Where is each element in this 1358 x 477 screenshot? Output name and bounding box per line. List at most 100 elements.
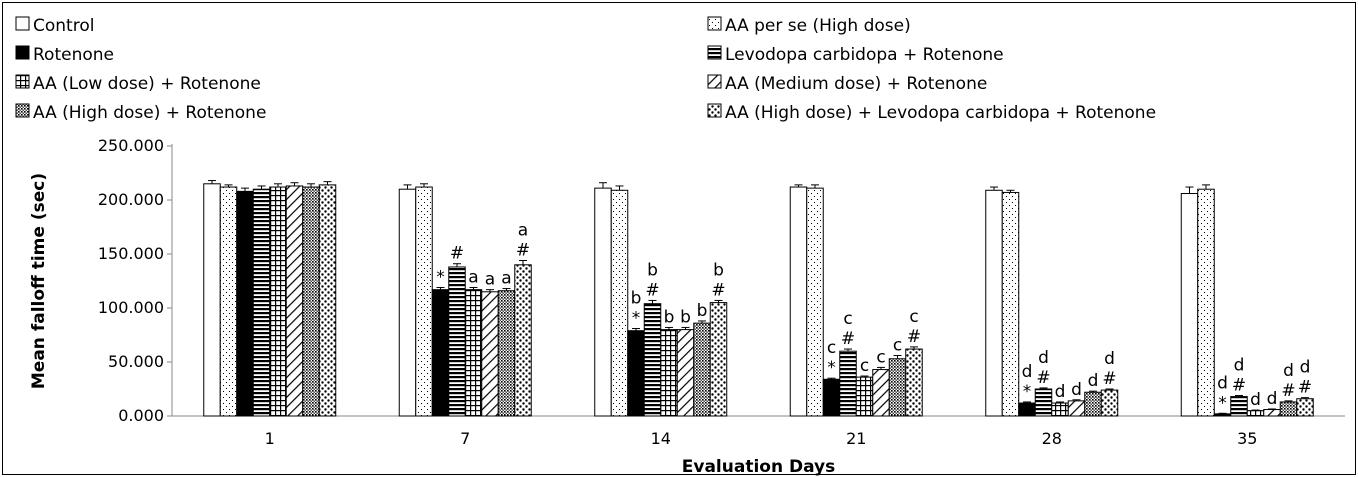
- significance-label: #: [1298, 378, 1312, 398]
- bar-28-series-1: [985, 189, 1003, 417]
- significance-label: d: [1267, 389, 1278, 409]
- bar-14-series-8: [709, 302, 728, 417]
- bar-1-series-6: [285, 185, 304, 417]
- significance-label: b: [713, 260, 724, 280]
- bar-7-series-7: [497, 290, 516, 417]
- significance-label: #: [841, 329, 855, 349]
- bar-1-series-2: [219, 186, 238, 417]
- bar-7-series-4: [448, 266, 466, 417]
- significance-label: d: [1250, 390, 1261, 410]
- significance-label: #: [645, 280, 659, 300]
- bar-21-series-3: [822, 378, 841, 417]
- bar-14-series-1: [594, 187, 612, 417]
- significance-label: b: [631, 289, 642, 309]
- bar-21-series-8: [905, 348, 923, 417]
- legend-label-3: Rotenone: [33, 45, 114, 65]
- x-tick-label: 21: [846, 429, 866, 448]
- bar-7-series-6: [481, 291, 499, 417]
- significance-label: c: [843, 309, 852, 329]
- bar-28-series-5: [1051, 402, 1069, 417]
- bar-21-series-1: [789, 186, 808, 417]
- significance-label: b: [697, 301, 708, 321]
- legend-label-4: Levodopa carbidopa + Rotenone: [725, 45, 1004, 65]
- legend-label-2: AA per se (High dose): [725, 16, 911, 36]
- bar-35-series-3: [1213, 413, 1232, 417]
- legend-swatch-8: [707, 103, 722, 118]
- significance-label: #: [516, 240, 530, 260]
- legend-swatch-2: [707, 16, 722, 31]
- y-tick-label: 50.000: [108, 352, 164, 371]
- legend-label-6: AA (Medium dose) + Rotenone: [725, 74, 987, 94]
- significance-label: #: [450, 244, 464, 264]
- legend-label-8: AA (High dose) + Levodopa carbidopa + Ro…: [725, 103, 1156, 123]
- significance-label: c: [893, 336, 902, 356]
- significance-label: d: [1104, 349, 1115, 369]
- significance-label: *: [632, 309, 641, 329]
- bar-7-series-2: [415, 186, 433, 417]
- axes: 0.000 50.000 100.000 150.000 200.000 250.000 1…: [29, 136, 1345, 477]
- y-axis-title: Mean falloff time (sec): [29, 173, 49, 389]
- significance-label: d: [1038, 348, 1049, 368]
- significance-label: d: [1300, 358, 1311, 378]
- bar-35-series-7: [1279, 401, 1298, 417]
- significance-label: #: [907, 327, 921, 347]
- bar-1-series-4: [252, 188, 271, 417]
- bar-14-series-5: [660, 329, 678, 417]
- significance-label: c: [909, 307, 918, 327]
- legend-swatch-6: [707, 74, 722, 89]
- bar-28-series-8: [1100, 389, 1119, 417]
- y-tick-label: 250.000: [98, 136, 164, 155]
- bar-35-series-5: [1246, 410, 1265, 417]
- significance-label: c: [860, 356, 869, 376]
- y-tick-label: 200.000: [98, 190, 164, 209]
- bar-14-series-6: [676, 329, 695, 417]
- bar-21-series-2: [806, 187, 824, 417]
- bar-28-series-3: [1018, 402, 1036, 417]
- x-tick-label: 7: [460, 429, 470, 448]
- legend-label-7: AA (High dose) + Rotenone: [33, 103, 266, 123]
- bar-1-series-1: [203, 183, 221, 417]
- y-tick-label: 100.000: [98, 298, 164, 317]
- bar-1-series-7: [302, 186, 320, 417]
- significance-label: #: [1281, 381, 1295, 401]
- significance-label: *: [827, 358, 836, 378]
- significance-label: b: [647, 260, 658, 280]
- significance-label: d: [1071, 380, 1082, 400]
- legend-swatch-1: [15, 16, 30, 31]
- significance-label: c: [876, 347, 885, 367]
- bar-14-series-3: [627, 330, 645, 417]
- x-tick-label: 14: [651, 429, 671, 448]
- legend-label-1: Control: [33, 16, 94, 36]
- significance-label: #: [1232, 375, 1246, 395]
- y-tick-label: 150.000: [98, 244, 164, 263]
- bar-21-series-4: [839, 350, 857, 417]
- significance-label: d: [1055, 382, 1066, 402]
- x-tick-label: 1: [265, 429, 275, 448]
- bar-28-series-7: [1084, 391, 1102, 417]
- bar-14-series-7: [693, 322, 711, 417]
- bar-7-series-3: [431, 289, 450, 417]
- bar-21-series-5: [855, 376, 874, 417]
- x-axis-title: Evaluation Days: [682, 457, 835, 477]
- significance-label: a: [501, 269, 511, 289]
- bar-1-series-3: [236, 190, 254, 417]
- bar-14-series-4: [643, 303, 662, 417]
- significance-label: *: [1023, 382, 1032, 402]
- bar-28-series-6: [1067, 400, 1086, 417]
- legend-swatch-5: [15, 74, 30, 89]
- significance-label: a: [518, 220, 528, 240]
- bar-35-series-2: [1197, 188, 1215, 417]
- bar-21-series-7: [888, 358, 907, 417]
- significance-label: b: [680, 307, 691, 327]
- bar-35-series-6: [1263, 409, 1281, 417]
- y-tick-label: 0.000: [118, 406, 164, 425]
- bar-28-series-4: [1034, 388, 1053, 417]
- significance-label: *: [436, 267, 445, 287]
- significance-label: a: [468, 267, 478, 287]
- significance-label: d: [1022, 362, 1033, 382]
- x-tick-label: 28: [1042, 429, 1062, 448]
- legend-swatch-4: [707, 45, 722, 60]
- significance-label: *: [1218, 393, 1227, 413]
